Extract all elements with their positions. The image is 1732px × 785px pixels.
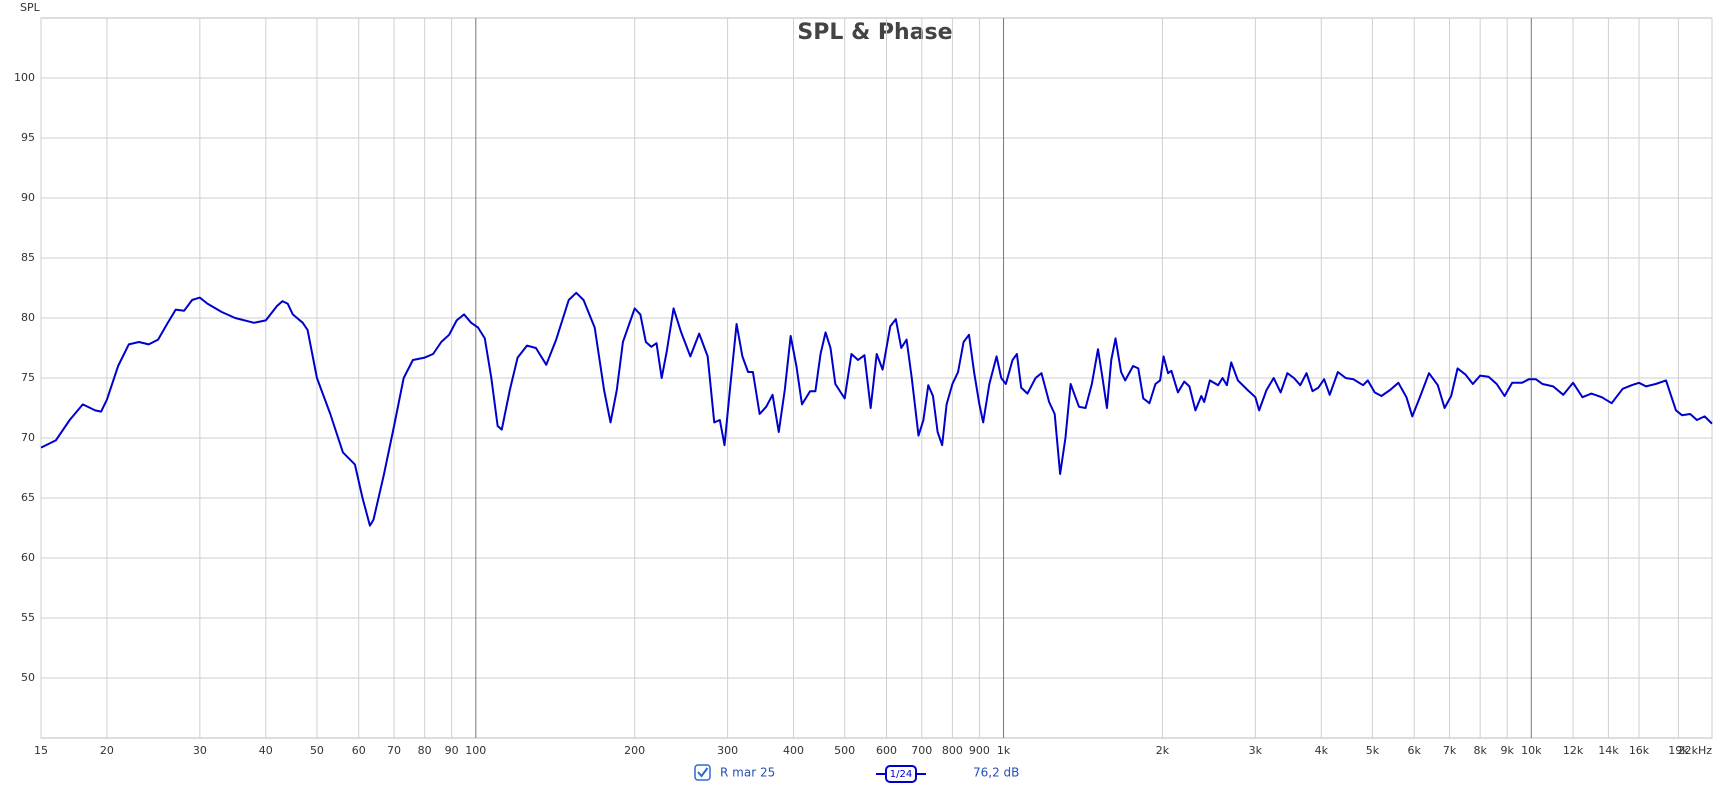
x-tick-label: 15 <box>34 744 48 757</box>
x-tick-label: 19k <box>1668 744 1689 757</box>
y-tick-label: 50 <box>21 671 35 684</box>
smoothing-label: 1/24 <box>890 769 912 780</box>
checkmark <box>697 767 709 778</box>
x-tick-label: 600 <box>876 744 897 757</box>
legend-label[interactable]: R mar 25 <box>720 766 775 780</box>
y-tick-label: 95 <box>21 131 35 144</box>
y-tick-label: 100 <box>14 71 35 84</box>
x-tick-label: 50 <box>310 744 324 757</box>
x-tick-label: 90 <box>445 744 459 757</box>
x-tick-label: 6k <box>1408 744 1422 757</box>
x-tick-label: 200 <box>624 744 645 757</box>
x-tick-label: 900 <box>969 744 990 757</box>
x-tick-label: 400 <box>783 744 804 757</box>
x-tick-label: 700 <box>911 744 932 757</box>
series-checkbox[interactable] <box>694 764 711 781</box>
x-tick-label: 14k <box>1598 744 1619 757</box>
x-tick-label: 40 <box>259 744 273 757</box>
x-tick-label: 9k <box>1500 744 1514 757</box>
y-tick-label: 80 <box>21 311 35 324</box>
x-tick-label: 30 <box>193 744 207 757</box>
y-tick-label: 75 <box>21 371 35 384</box>
legend: R mar 25 1/24 76,2 dB <box>694 764 1019 783</box>
y-tick-label: 70 <box>21 431 35 444</box>
x-tick-label: 7k <box>1443 744 1457 757</box>
x-tick-label: 70 <box>387 744 401 757</box>
x-tick-label: 12k <box>1563 744 1584 757</box>
y-tick-label: 85 <box>21 251 35 264</box>
y-tick-label: 60 <box>21 551 35 564</box>
y-tick-label: 90 <box>21 191 35 204</box>
y-tick-label: 55 <box>21 611 35 624</box>
x-tick-label: 22kHz <box>1678 744 1713 757</box>
smoothing-box[interactable] <box>885 765 917 783</box>
x-tick-label: 8k <box>1473 744 1487 757</box>
y-axis-label: SPL <box>20 1 41 14</box>
x-tick-label: 5k <box>1366 744 1380 757</box>
spl-line <box>40 291 1713 527</box>
x-tick-label: 10k <box>1521 744 1542 757</box>
x-tick-label: 4k <box>1315 744 1329 757</box>
y-tick-label: 65 <box>21 491 35 504</box>
chart-title: SPL & Phase <box>797 20 952 45</box>
x-tick-label: 3k <box>1249 744 1263 757</box>
x-tick-label: 2k <box>1156 744 1170 757</box>
x-tick-label: 80 <box>418 744 432 757</box>
x-tick-label: 60 <box>352 744 366 757</box>
cursor-readout: 76,2 dB <box>973 766 1019 780</box>
x-tick-label: 16k <box>1629 744 1650 757</box>
x-tick-label: 20 <box>100 744 114 757</box>
x-tick-label: 500 <box>834 744 855 757</box>
x-tick-label: 1k <box>997 744 1011 757</box>
x-tick-label: 100 <box>465 744 486 757</box>
x-tick-label: 800 <box>942 744 963 757</box>
x-tick-label: 300 <box>717 744 738 757</box>
